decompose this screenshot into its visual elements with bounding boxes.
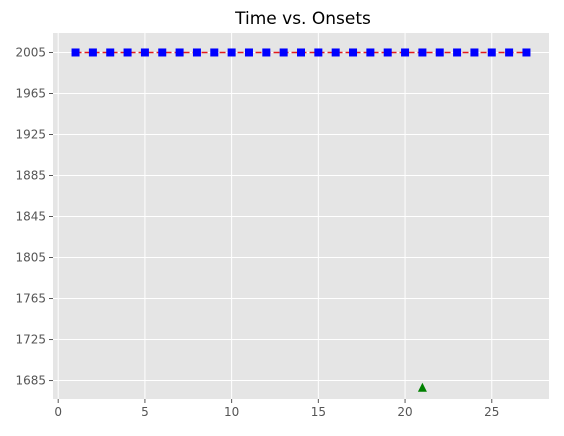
x-tick-label: 15 — [311, 405, 326, 419]
triangle-marker — [417, 382, 427, 392]
square-marker — [470, 48, 479, 57]
square-marker — [331, 48, 340, 57]
square-marker — [522, 48, 531, 57]
square-marker — [314, 48, 323, 57]
y-tick-label: 1845 — [15, 210, 46, 224]
square-marker — [279, 48, 288, 57]
square-marker — [262, 48, 271, 57]
square-marker — [140, 48, 149, 57]
square-marker — [71, 48, 80, 57]
series-layer — [71, 48, 531, 392]
y-tick-label: 1765 — [15, 292, 46, 306]
y-tick-label: 1725 — [15, 333, 46, 347]
square-marker — [210, 48, 219, 57]
square-marker — [192, 48, 201, 57]
x-tick-label: 25 — [484, 405, 499, 419]
square-marker — [383, 48, 392, 57]
plot-area — [53, 33, 549, 399]
x-tick-label: 5 — [141, 405, 149, 419]
square-marker — [106, 48, 115, 57]
grid-lines — [53, 33, 549, 399]
axis-ticks: 0 5 10 15 20 25 1685 1725 1765 1805 1845 1885 1925 19… — [15, 45, 499, 419]
y-tick-label: 1805 — [15, 251, 46, 265]
square-marker — [244, 48, 253, 57]
square-marker — [418, 48, 427, 57]
square-marker — [175, 48, 184, 57]
x-tick-label: 0 — [54, 405, 62, 419]
square-marker — [349, 48, 358, 57]
y-tick-label: 2005 — [15, 45, 46, 59]
x-tick-label: 10 — [224, 405, 239, 419]
y-tick-label: 1685 — [15, 374, 46, 388]
square-marker — [158, 48, 167, 57]
square-marker — [297, 48, 305, 57]
square-marker — [453, 48, 462, 57]
square-marker — [88, 48, 97, 57]
y-tick-label: 1925 — [15, 127, 46, 141]
chart-title: Time vs. Onsets — [234, 9, 371, 29]
square-marker — [366, 48, 375, 57]
square-marker — [435, 48, 444, 57]
y-tick-label: 1885 — [15, 169, 46, 183]
square-marker — [487, 48, 496, 57]
square-marker — [227, 48, 236, 57]
x-tick-label: 20 — [397, 405, 412, 419]
y-tick-label: 1965 — [15, 86, 46, 100]
square-marker — [505, 48, 514, 57]
square-marker — [401, 48, 410, 57]
square-marker — [123, 48, 132, 57]
